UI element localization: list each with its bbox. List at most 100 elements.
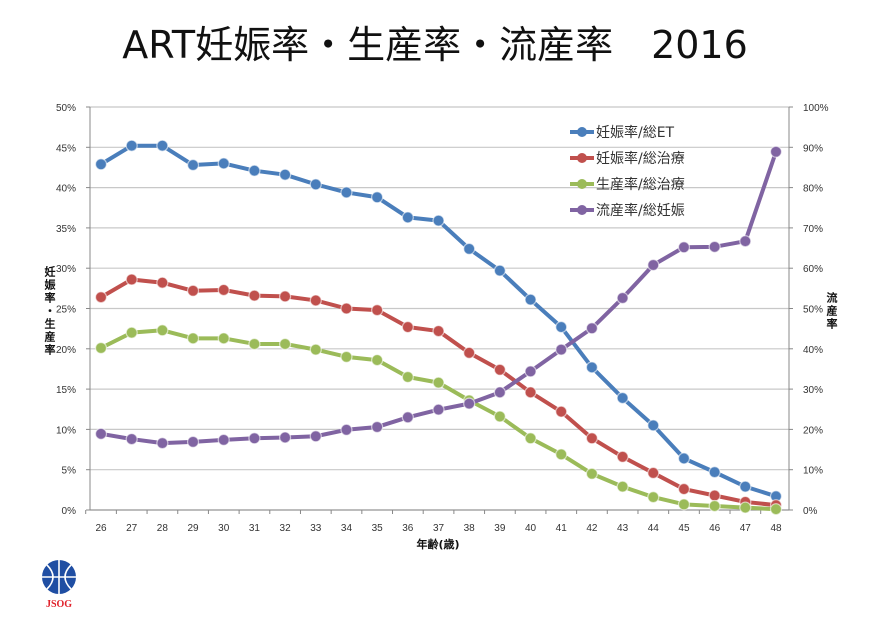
data-point: [616, 450, 629, 463]
data-point: [94, 158, 108, 171]
axis-label-char: 率: [45, 343, 56, 357]
data-point: [217, 433, 230, 446]
data-point: [217, 283, 230, 297]
data-point: [278, 431, 292, 444]
y-axis-label-right: 流産率: [827, 291, 838, 331]
series-流産率/総妊娠: [94, 145, 783, 450]
data-point: [371, 304, 384, 317]
data-point: [616, 291, 629, 305]
legend-label: 生産率/総治療: [596, 176, 685, 193]
data-point: [739, 480, 752, 493]
series-妊娠率/総治療: [94, 273, 783, 512]
data-point: [371, 420, 384, 434]
data-point: [94, 341, 108, 355]
legend-marker: [577, 179, 587, 189]
y-tick-label-left: 45%: [56, 143, 76, 154]
legend-marker: [577, 127, 587, 137]
data-point: [616, 480, 629, 493]
y-axis-label-left: 妊娠率・生産率: [44, 265, 57, 357]
legend-marker: [577, 205, 587, 215]
data-point: [125, 432, 138, 446]
x-tick-label: 35: [372, 523, 384, 534]
data-point: [432, 403, 445, 416]
y-tick-label-left: 50%: [56, 103, 76, 114]
data-point: [524, 432, 537, 445]
data-point: [493, 386, 506, 399]
x-axis-label: 年齢(歳): [416, 537, 459, 551]
data-point: [739, 501, 752, 514]
x-tick-label: 38: [464, 523, 476, 534]
data-point: [125, 326, 138, 339]
x-tick-label: 47: [740, 523, 752, 534]
data-point: [432, 214, 445, 227]
data-point: [463, 242, 476, 255]
y-tick-label-left: 30%: [56, 264, 76, 275]
x-tick-label: 26: [95, 523, 107, 534]
data-point: [616, 391, 629, 405]
data-point: [708, 466, 721, 479]
data-point: [278, 337, 292, 351]
data-point: [186, 332, 200, 345]
data-point: [401, 411, 414, 424]
legend-label: 流産率/総妊娠: [596, 202, 685, 219]
data-point: [769, 145, 783, 158]
data-point: [94, 291, 108, 304]
data-point: [708, 240, 721, 253]
data-point: [248, 432, 261, 445]
x-tick-label: 39: [494, 523, 506, 534]
x-tick-label: 43: [617, 523, 629, 534]
x-tick-label: 32: [280, 523, 292, 534]
data-point: [401, 211, 414, 224]
data-point: [309, 343, 322, 356]
data-point: [647, 419, 660, 432]
y-tick-label-left: 10%: [56, 425, 76, 436]
x-tick-label: 37: [433, 523, 445, 534]
data-point: [677, 498, 691, 511]
data-point: [739, 235, 752, 248]
data-point: [555, 320, 568, 334]
axis-label-char: 産: [45, 330, 56, 344]
data-point: [555, 448, 568, 461]
data-point: [156, 139, 169, 152]
data-point: [371, 191, 384, 204]
y-tick-label-right: 90%: [803, 143, 823, 154]
data-point: [677, 452, 691, 465]
data-point: [647, 258, 660, 272]
data-point: [524, 386, 537, 399]
data-point: [309, 294, 322, 307]
data-point: [340, 350, 353, 363]
data-point: [585, 322, 599, 335]
x-tick-label: 44: [648, 523, 660, 534]
legend-item: 妊娠率/総治療: [570, 150, 685, 167]
data-point: [156, 437, 169, 450]
y-tick-label-right: 40%: [803, 345, 823, 356]
data-point: [156, 324, 169, 337]
x-tick-label: 36: [402, 523, 414, 534]
x-tick-label: 41: [556, 523, 568, 534]
x-tick-label: 33: [310, 523, 322, 534]
legend-label: 妊娠率/総ET: [596, 124, 675, 141]
axis-label-char: 率: [45, 291, 56, 305]
data-point: [186, 158, 200, 172]
y-tick-label-left: 35%: [56, 224, 76, 235]
data-point: [585, 361, 599, 374]
y-tick-label-right: 60%: [803, 264, 823, 275]
axis-label-char: 率: [827, 317, 838, 331]
x-tick-label: 42: [586, 523, 598, 534]
data-point: [432, 376, 445, 389]
y-tick-label-left: 5%: [62, 466, 77, 477]
x-tick-label: 45: [678, 523, 690, 534]
data-point: [401, 320, 414, 334]
data-point: [463, 346, 476, 359]
y-tick-label-left: 15%: [56, 385, 76, 396]
data-point: [647, 491, 660, 504]
x-tick-label: 30: [218, 523, 230, 534]
data-point: [524, 293, 537, 306]
series-生産率/総治療: [94, 324, 783, 516]
x-tick-label: 31: [249, 523, 261, 534]
chart-title: ART妊娠率・生産率・流産率 2016: [122, 23, 748, 67]
data-point: [493, 363, 506, 376]
data-point: [340, 423, 353, 436]
data-point: [278, 290, 292, 303]
